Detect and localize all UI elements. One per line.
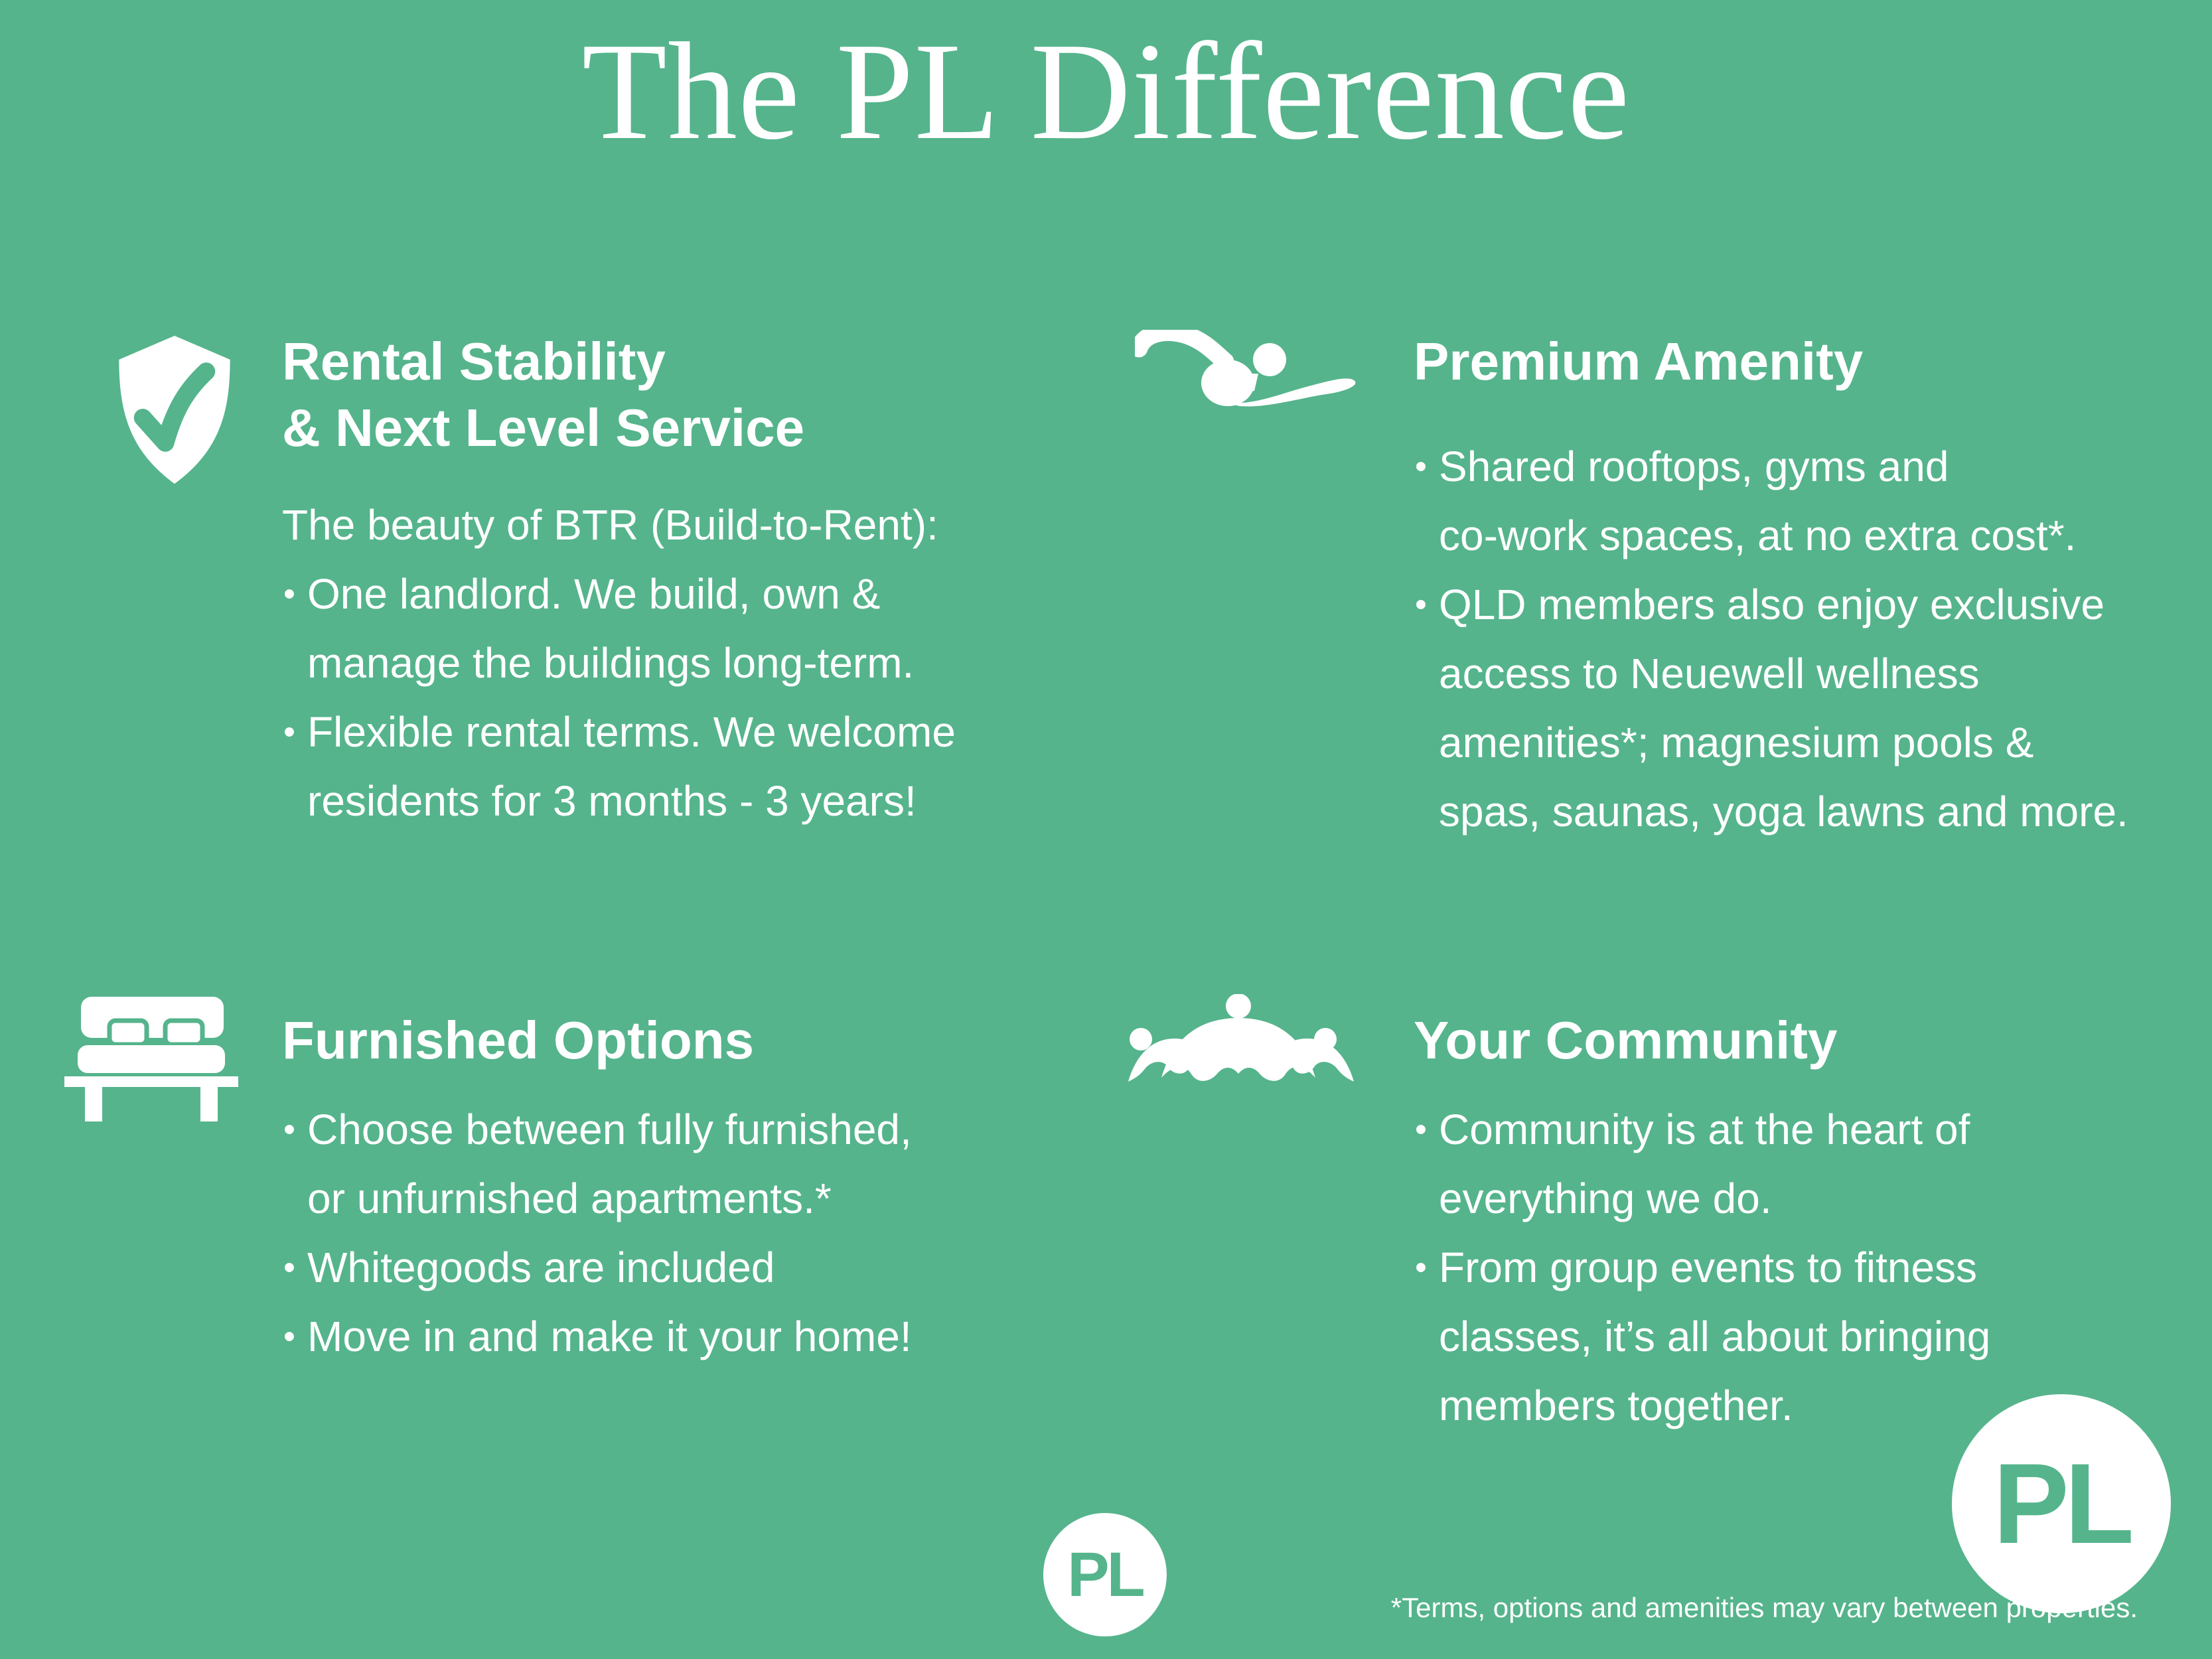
bullet-item: One landlord. We build, own & manage the… [282,559,1078,697]
section-furnished-options: Furnished Options Choose between fully f… [64,997,1078,1371]
section-heading: Rental Stability & Next Level Service [282,332,805,457]
swimmer-icon [1135,330,1357,413]
bullet-item: Choose between fully furnished, or unfur… [282,1095,1078,1233]
section-heading: Furnished Options [282,1011,755,1070]
bullet-item: Flexible rental terms. We welcome reside… [282,697,1078,835]
shield-check-icon [108,332,241,488]
bullet-list: Community is at the heart of everything … [1414,1095,2210,1440]
section-heading: Your Community [1414,1011,1838,1070]
section-your-community: Your Community Community is at the heart… [1128,994,2210,1440]
bed-icon [64,997,238,1121]
section-intro: The beauty of BTR (Build-to-Rent): [282,501,938,549]
page-title: The PL Difference [581,15,1631,169]
bullet-item: Shared rooftops, gyms and co-work spaces… [1414,432,2212,570]
section-premium-amenity: Premium Amenity Shared rooftops, gyms an… [1135,328,2212,846]
bullet-list: Choose between fully furnished, or unfur… [282,1095,1078,1371]
bullet-item: Move in and make it your home! [282,1302,1078,1371]
bullet-item: QLD members also enjoy exclusive access … [1414,570,2212,846]
pl-logo-text: PL [1067,1539,1145,1610]
section-rental-stability: Rental Stability & Next Level Service Th… [119,328,1078,835]
bullet-item: Community is at the heart of everything … [1414,1095,2210,1233]
pl-logo-badge-large: PL [1952,1394,2171,1613]
pl-logo-badge-small: PL [1043,1513,1167,1636]
bullet-list: One landlord. We build, own & manage the… [282,559,1078,835]
section-heading: Premium Amenity [1414,332,1864,391]
bullet-item: Whitegoods are included [282,1233,1078,1302]
people-icon [1127,994,1355,1104]
pl-logo-text: PL [1993,1440,2134,1567]
bullet-item: From group events to fitness classes, it… [1414,1233,2210,1440]
bullet-list: Shared rooftops, gyms and co-work spaces… [1414,432,2212,846]
